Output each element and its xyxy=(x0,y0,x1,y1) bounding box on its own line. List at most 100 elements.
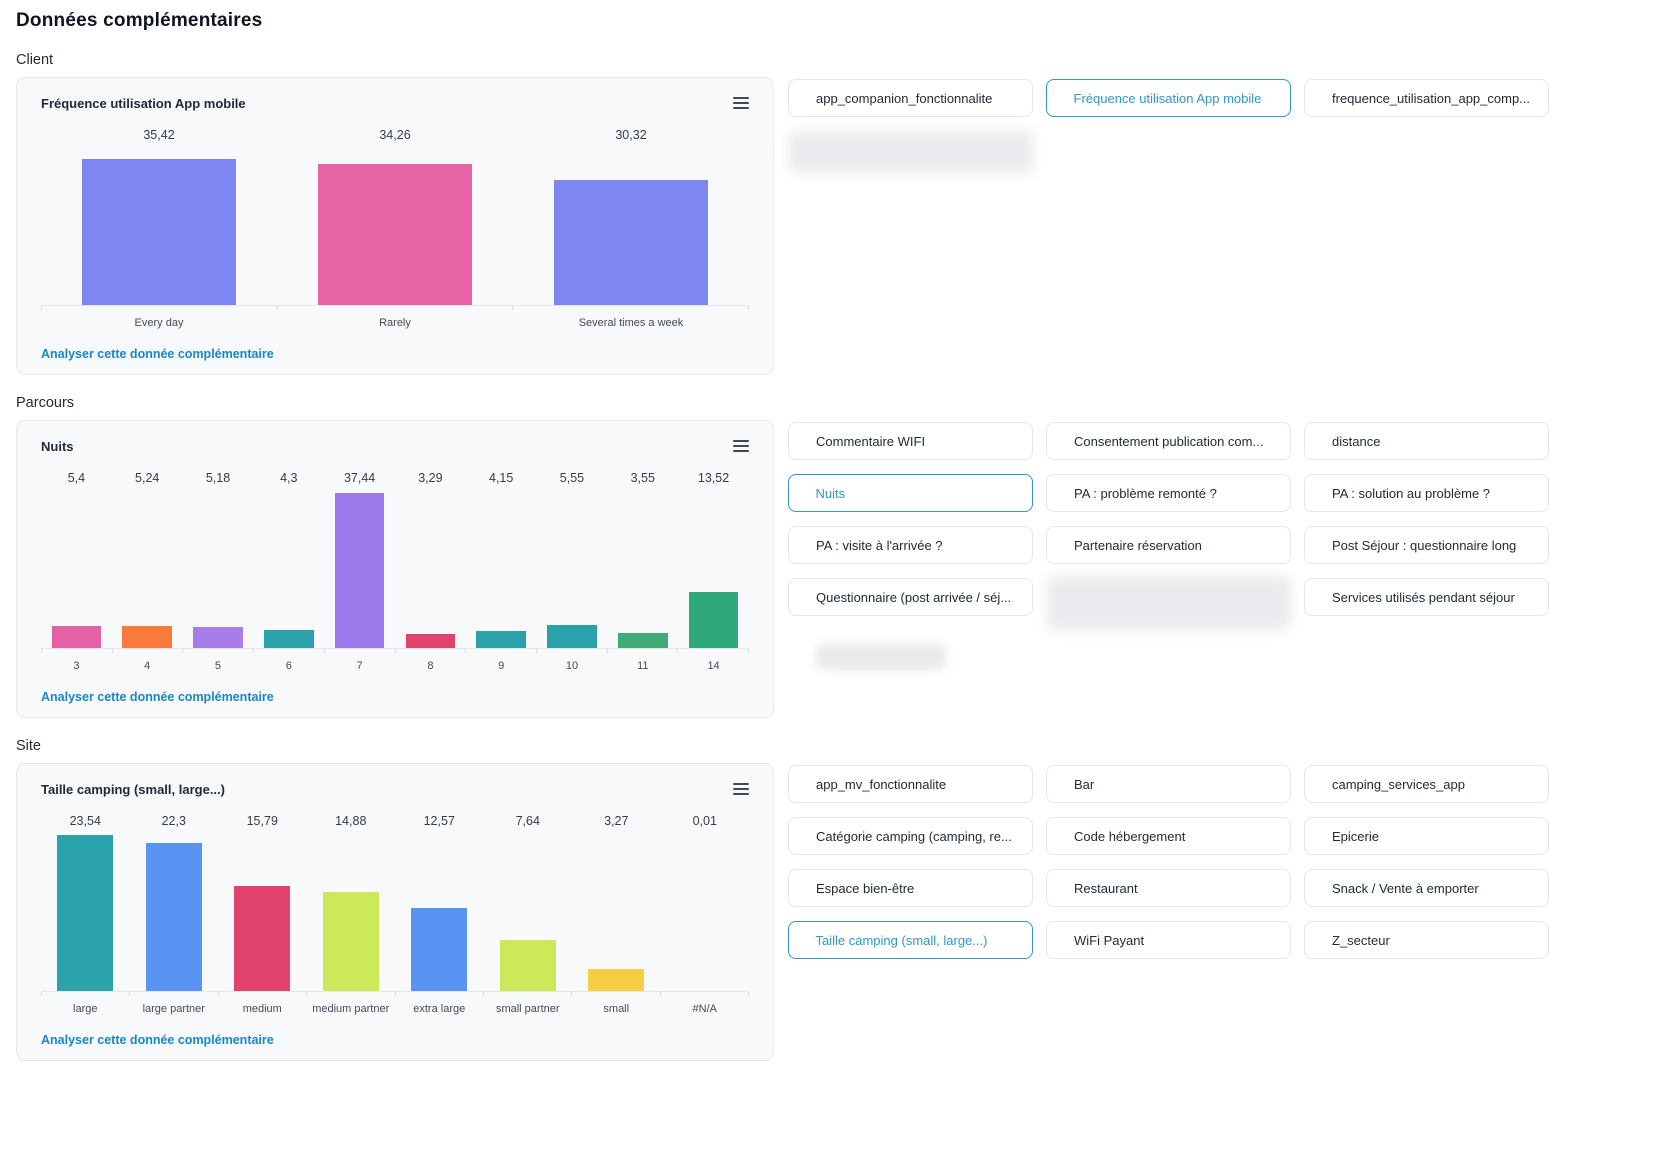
chip-services-utilises-pendant-sejour[interactable]: Services utilisés pendant séjour xyxy=(1304,578,1549,616)
section-label-client: Client xyxy=(16,52,54,68)
card-title: Taille camping (small, large...) xyxy=(41,781,225,797)
section-client: Client Fréquence utilisation App mobile … xyxy=(16,52,1676,375)
bar-plot-area xyxy=(41,143,749,305)
hamburger-menu-icon[interactable] xyxy=(733,781,749,797)
x-label: 8 xyxy=(427,660,434,672)
page-title: Données complémentaires xyxy=(16,10,263,31)
page: Données complémentaires Client Fréquence… xyxy=(16,10,1676,1061)
x-label: 3 xyxy=(73,660,80,672)
bar xyxy=(51,626,102,648)
chip-categorie-camping-camping-re[interactable]: Catégorie camping (camping, re... xyxy=(788,817,1033,855)
bar-value: 5,18 xyxy=(205,471,231,485)
card-header: Nuits xyxy=(41,437,749,455)
section-row-site: Taille camping (small, large...) 23,54 22… xyxy=(16,763,1676,1061)
chip-grid-site: app_mv_fonctionnalite Bar camping_services… xyxy=(788,765,1549,959)
bar-value-labels: 23,54 22,3 15,79 14,88 12,57 7,64 3,27 0,01 xyxy=(41,814,749,829)
analyse-link[interactable]: Analyser cette donnée complémentaire xyxy=(41,347,274,361)
chart-card-taille-camping: Taille camping (small, large...) 23,54 22… xyxy=(16,763,774,1061)
bar-value: 4,15 xyxy=(489,471,514,485)
chip-post-sejour-questionnaire-long[interactable]: Post Séjour : questionnaire long xyxy=(1304,526,1549,564)
x-label: small xyxy=(603,1003,630,1015)
bar xyxy=(318,164,472,305)
bar-value: 22,3 xyxy=(161,814,186,828)
bar-value: 13,52 xyxy=(697,471,730,485)
x-label: 14 xyxy=(707,660,720,672)
chip-taille-camping-small-large[interactable]: Taille camping (small, large...) xyxy=(788,921,1033,959)
bar xyxy=(57,835,114,991)
chip-partenaire-reservation[interactable]: Partenaire réservation xyxy=(1046,526,1291,564)
hamburger-menu-icon[interactable] xyxy=(733,95,749,111)
bar xyxy=(322,892,379,991)
chip-questionnaire-post-arrivee-sej[interactable]: Questionnaire (post arrivée / séj... xyxy=(788,578,1033,616)
bar-value: 14,88 xyxy=(335,814,367,828)
section-label-parcours: Parcours xyxy=(16,395,75,411)
x-label: 6 xyxy=(285,660,292,672)
chip-espace-bien-etre[interactable]: Espace bien-être xyxy=(788,869,1033,907)
chip-pa-visite-a-l-arrivee[interactable]: PA : visite à l'arrivée ? xyxy=(788,526,1033,564)
x-label: #N/A xyxy=(692,1003,717,1015)
chip-epicerie[interactable]: Epicerie xyxy=(1304,817,1549,855)
chip-wifi-payant[interactable]: WiFi Payant xyxy=(1046,921,1291,959)
redacted-text xyxy=(816,644,946,670)
bar xyxy=(476,631,526,648)
x-label: Several times a week xyxy=(578,317,684,329)
chip-snack-vente-a-emporter[interactable]: Snack / Vente à emporter xyxy=(1304,869,1549,907)
chip-app-companion-fonctionnalite[interactable]: app_companion_fonctionnalite xyxy=(788,79,1033,117)
bar xyxy=(264,630,314,648)
bar-value: 30,32 xyxy=(615,128,647,142)
x-label: small partner xyxy=(495,1003,560,1015)
chip-bar[interactable]: Bar xyxy=(1046,765,1291,803)
x-label: 5 xyxy=(214,660,222,672)
bar-plot-area xyxy=(41,829,749,991)
bar-value-labels: 5,4 5,24 5,18 4,3 37,44 3,29 4,15 5,55 3,55 13,52 xyxy=(41,471,749,486)
section-row-parcours: Nuits 5,4 5,24 5,18 4,3 37,44 3,29 4,15 5,55 3,5… xyxy=(16,420,1676,718)
bar xyxy=(588,969,645,991)
chip-z-secteur[interactable]: Z_secteur xyxy=(1304,921,1549,959)
chip-app-mv-fonctionnalite[interactable]: app_mv_fonctionnalite xyxy=(788,765,1033,803)
chip-camping-services-app[interactable]: camping_services_app xyxy=(1304,765,1549,803)
x-label: large partner xyxy=(142,1003,205,1015)
bar-plot-area xyxy=(41,486,749,648)
redacted-chip xyxy=(1046,576,1291,630)
bar xyxy=(145,843,202,991)
chip-frequence-utilisation-app-comp[interactable]: frequence_utilisation_app_comp... xyxy=(1304,79,1549,117)
x-axis xyxy=(41,648,749,653)
x-label: medium partner xyxy=(312,1003,390,1015)
chip-distance[interactable]: distance xyxy=(1304,422,1549,460)
bar-value: 5,55 xyxy=(559,471,585,485)
chip-pa-solution-au-probleme[interactable]: PA : solution au problème ? xyxy=(1304,474,1549,512)
chip-nuits[interactable]: Nuits xyxy=(788,474,1033,512)
x-label: medium xyxy=(242,1003,282,1015)
card-title: Fréquence utilisation App mobile xyxy=(41,95,246,111)
bar xyxy=(554,180,708,305)
analyse-link[interactable]: Analyser cette donnée complémentaire xyxy=(41,1033,274,1047)
analyse-link[interactable]: Analyser cette donnée complémentaire xyxy=(41,690,274,704)
x-axis-labels: large large partner medium medium partner ex… xyxy=(41,1003,749,1015)
x-label: Rarely xyxy=(379,317,411,329)
chip-consentement-publication-com[interactable]: Consentement publication com... xyxy=(1046,422,1291,460)
bar-value: 35,42 xyxy=(143,128,175,142)
x-label: 9 xyxy=(498,660,505,672)
chip-pa-probleme-remonte[interactable]: PA : problème remonté ? xyxy=(1046,474,1291,512)
x-label: Every day xyxy=(134,317,184,329)
bar-chart-nuits: 5,4 5,24 5,18 4,3 37,44 3,29 4,15 5,55 3,55 13,52… xyxy=(41,455,749,672)
card-title: Nuits xyxy=(41,438,74,454)
bar-value: 12,57 xyxy=(423,814,455,828)
x-axis-labels: Every day Rarely Several times a week xyxy=(41,317,749,329)
chip-commentaire-wifi[interactable]: Commentaire WIFI xyxy=(788,422,1033,460)
x-axis xyxy=(41,991,749,996)
x-label: large xyxy=(73,1003,98,1015)
card-header: Taille camping (small, large...) xyxy=(41,780,749,798)
x-axis-labels: 3 4 5 6 7 8 9 10 11 14 xyxy=(41,660,749,672)
bar-value: 3,29 xyxy=(418,471,443,485)
chip-frequence-utilisation-app-mobile[interactable]: Fréquence utilisation App mobile xyxy=(1046,79,1291,117)
x-label: 10 xyxy=(565,660,579,672)
x-label: 4 xyxy=(144,660,151,672)
bar xyxy=(618,633,668,648)
hamburger-menu-icon[interactable] xyxy=(733,438,749,454)
bar xyxy=(499,940,556,991)
bar-value: 3,55 xyxy=(630,471,655,485)
chip-code-hebergement[interactable]: Code hébergement xyxy=(1046,817,1291,855)
x-label: 7 xyxy=(356,660,363,672)
chip-restaurant[interactable]: Restaurant xyxy=(1046,869,1291,907)
